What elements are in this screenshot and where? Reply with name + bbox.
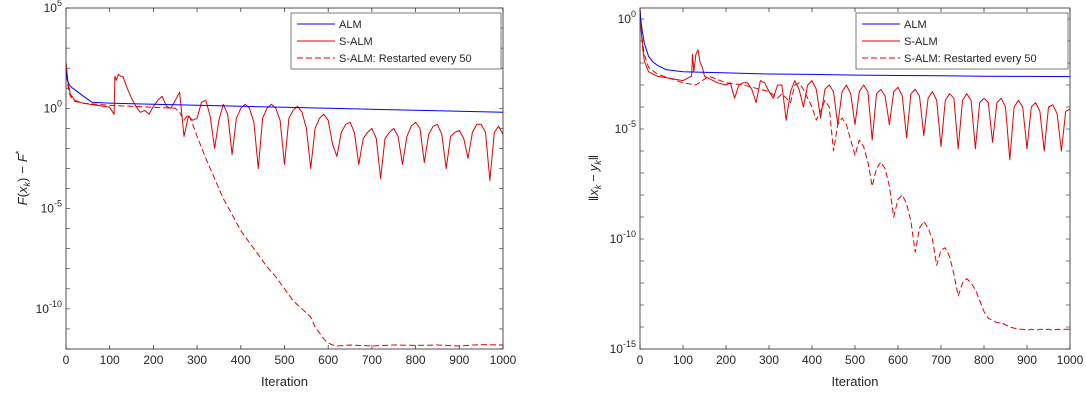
y-tick-label: 10-5	[41, 199, 62, 216]
x-tick-label: 500	[274, 353, 294, 367]
series-line-0	[66, 70, 503, 113]
x-tick-label: 900	[449, 353, 469, 367]
series-line-2	[66, 66, 503, 347]
series-line-2	[640, 10, 1070, 331]
chart-left: 0 100 200 300 400 500 600 700 800 900 1000 10-1010…	[14, 0, 517, 389]
x-tick-label: 200	[716, 353, 736, 367]
y-tick-label: 10-10	[610, 229, 636, 246]
axes-box-left	[65, 7, 504, 350]
x-tick-label: 900	[1017, 353, 1037, 367]
y-tick-label: 10-10	[36, 299, 62, 316]
x-tick-label: 300	[187, 353, 207, 367]
x-axis-label-right: Iteration	[832, 374, 879, 389]
legend-label: ALM	[904, 19, 927, 31]
series-line-1	[640, 8, 1070, 161]
x-tick-label: 0	[637, 353, 644, 367]
x-tick-label: 100	[100, 353, 120, 367]
x-tick-label: 300	[759, 353, 779, 367]
y-axis-label-left: F(xk)−F*	[14, 150, 32, 205]
legend-label: ALM	[339, 19, 362, 31]
x-tick-label: 0	[63, 353, 70, 367]
y-tick-labels-left: 10-10 10-5 100 105	[36, 0, 503, 350]
x-tick-labels-left: 0 100 200 300 400 500 600 700 800 900 1000	[63, 8, 517, 367]
legend-left: ALM S-ALM S-ALM: Restarted every 50	[290, 12, 502, 70]
x-tick-label: 1000	[490, 353, 517, 367]
x-tick-label: 100	[673, 353, 693, 367]
series-line-0	[640, 10, 1070, 78]
x-tick-label: 800	[406, 353, 426, 367]
x-tick-label: 1000	[1057, 353, 1084, 367]
series-line-1	[66, 62, 503, 181]
x-tick-label: 700	[362, 353, 382, 367]
x-tick-label: 500	[845, 353, 865, 367]
series-lines-right	[640, 8, 1070, 331]
y-tick-label: 10-15	[610, 339, 636, 356]
x-tick-labels-right: 0 100 200 300 400 500 600 700 800 900 1000	[637, 8, 1084, 367]
legend-label: S-ALM	[339, 36, 373, 48]
legend-label: S-ALM	[904, 36, 938, 48]
x-tick-label: 600	[318, 353, 338, 367]
axes-box-right	[639, 7, 1071, 350]
series-lines-left	[66, 62, 503, 347]
x-axis-label-left: Iteration	[261, 374, 308, 389]
x-tick-label: 400	[802, 353, 822, 367]
y-tick-label: 100	[618, 9, 636, 26]
y-tick-labels-right: 10-15 10-10 10-5 100	[610, 9, 1070, 356]
x-tick-label: 800	[974, 353, 994, 367]
legend-label: S-ALM: Restarted every 50	[339, 53, 472, 65]
y-tick-label: 10-5	[615, 119, 636, 136]
chart-right: 0 100 200 300 400 500 600 700 800 900 1000 10-1510…	[586, 7, 1084, 389]
x-tick-label: 600	[888, 353, 908, 367]
legend-right: ALM S-ALM S-ALM: Restarted every 50	[855, 12, 1069, 70]
legend-label: S-ALM: Restarted every 50	[904, 53, 1037, 65]
y-tick-label: 100	[44, 98, 62, 115]
y-tick-label: 105	[44, 0, 62, 15]
x-tick-label: 400	[231, 353, 251, 367]
x-tick-label: 200	[143, 353, 163, 367]
y-axis-label-right: ‖xk−yk‖	[586, 155, 603, 201]
x-tick-label: 700	[931, 353, 951, 367]
